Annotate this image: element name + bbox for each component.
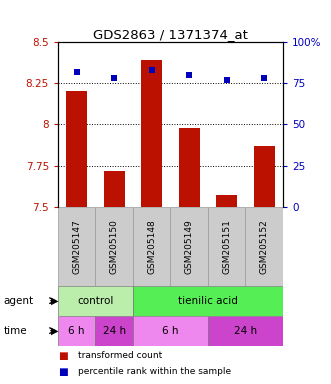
- Text: GSM205148: GSM205148: [147, 219, 156, 274]
- Bar: [179, 128, 200, 207]
- Bar: [170, 207, 208, 286]
- Title: GDS2863 / 1371374_at: GDS2863 / 1371374_at: [93, 28, 248, 41]
- Bar: [95, 316, 133, 346]
- Text: percentile rank within the sample: percentile rank within the sample: [78, 367, 231, 376]
- Bar: [58, 207, 95, 286]
- Text: 24 h: 24 h: [234, 326, 257, 336]
- Bar: [66, 91, 87, 207]
- Text: 24 h: 24 h: [103, 326, 126, 336]
- Bar: [208, 316, 283, 346]
- Bar: [216, 195, 237, 207]
- Text: 6 h: 6 h: [69, 326, 85, 336]
- Text: ▶: ▶: [51, 296, 58, 306]
- Bar: [58, 286, 133, 316]
- Text: control: control: [77, 296, 114, 306]
- Text: 6 h: 6 h: [162, 326, 179, 336]
- Text: GSM205152: GSM205152: [260, 219, 269, 274]
- Text: transformed count: transformed count: [78, 351, 162, 361]
- Bar: [254, 146, 274, 207]
- Bar: [133, 316, 208, 346]
- Text: GSM205149: GSM205149: [185, 219, 194, 274]
- Bar: [133, 207, 170, 286]
- Bar: [246, 207, 283, 286]
- Text: time: time: [3, 326, 27, 336]
- Bar: [133, 286, 283, 316]
- Bar: [208, 207, 246, 286]
- Text: ■: ■: [58, 351, 68, 361]
- Bar: [104, 170, 124, 207]
- Text: ■: ■: [58, 366, 68, 377]
- Text: GSM205150: GSM205150: [110, 219, 119, 274]
- Bar: [58, 316, 95, 346]
- Text: tienilic acid: tienilic acid: [178, 296, 238, 306]
- Text: GSM205151: GSM205151: [222, 219, 231, 274]
- Text: GSM205147: GSM205147: [72, 219, 81, 274]
- Bar: [95, 207, 133, 286]
- Text: agent: agent: [3, 296, 33, 306]
- Text: ▶: ▶: [51, 326, 58, 336]
- Bar: [141, 60, 162, 207]
